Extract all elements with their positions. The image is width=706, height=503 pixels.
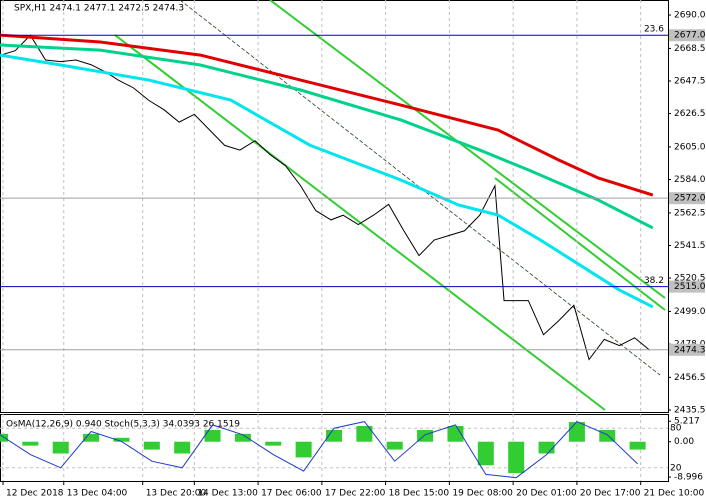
- osma-bar: [295, 441, 312, 458]
- x-tick-label: 13 Dec 04:00: [67, 489, 128, 499]
- fib-label: 38.2: [644, 276, 664, 286]
- main-frame: [0, 0, 669, 413]
- level-label-box: [669, 343, 705, 356]
- y-tick-label: 2499.0: [674, 307, 706, 317]
- y-tick-label: 2605.0: [674, 142, 706, 152]
- channel-line: [494, 177, 666, 311]
- level-label: 2474.3: [674, 345, 706, 355]
- osma-bar: [143, 441, 160, 450]
- indicator-frame: [0, 414, 669, 482]
- level-label: 2572.0: [674, 194, 706, 204]
- level-label-box: [669, 29, 705, 42]
- osma-bar: [113, 437, 130, 442]
- osma-bar: [417, 429, 434, 442]
- x-tick-label: 18 Dec 15:00: [389, 489, 450, 499]
- osma-bar: [52, 441, 69, 454]
- y-tick-label: 2541.5: [674, 241, 706, 251]
- osma-bar: [477, 441, 494, 466]
- fib-label: 23.6: [644, 25, 664, 35]
- x-tick-label: 20 Dec 01:00: [516, 489, 577, 499]
- x-tick-label: 17 Dec 22:00: [325, 489, 386, 499]
- x-tick-label: 17 Dec 06:00: [261, 489, 322, 499]
- y-tick-label: 2647.5: [674, 77, 706, 87]
- x-tick-label: 21 Dec 10:00: [644, 489, 705, 499]
- y-tick-label: 2626.5: [674, 109, 706, 119]
- osma-bar: [234, 433, 251, 442]
- osma-bar: [599, 429, 616, 442]
- y-tick-label: 2690.0: [674, 11, 706, 21]
- channel-line: [269, 0, 666, 299]
- level-label-box: [669, 280, 705, 293]
- y-tick-label: 2584.0: [674, 175, 706, 185]
- x-tick-label: 19 Dec 08:00: [452, 489, 513, 499]
- level-label-box: [669, 192, 705, 205]
- y-tick-label: 2435.5: [674, 405, 706, 415]
- y-tick-label: 2456.5: [674, 373, 706, 383]
- indicator-tick-label: 5.217: [674, 417, 700, 427]
- channel-line: [114, 34, 606, 411]
- osma-bar: [174, 441, 191, 454]
- x-tick-label: 20 Dec 17:00: [580, 489, 641, 499]
- stoch-tick-label: 20: [670, 463, 682, 473]
- osma-bar: [508, 441, 525, 474]
- indicator-tick-label: -8.996: [674, 473, 703, 483]
- osma-bar: [386, 441, 403, 450]
- stoch-tick-label: 80: [670, 424, 682, 434]
- osma-bar: [629, 441, 646, 450]
- level-label: 2515.0: [674, 282, 706, 292]
- moving-average: [0, 33, 654, 197]
- trend-line: [179, 0, 661, 376]
- osma-bar: [356, 426, 373, 442]
- moving-average: [0, 53, 654, 309]
- indicator-tick-label: 0.00: [674, 437, 694, 447]
- y-tick-label: 2520.5: [674, 274, 706, 284]
- price-line: [0, 34, 651, 361]
- osma-bar: [265, 441, 282, 446]
- indicator-title: OsMA(12,26,9) 0.940 Stoch(5,3,3) 34.0393…: [6, 420, 240, 430]
- level-label: 2677.0: [674, 31, 706, 41]
- y-tick-label: 2562.5: [674, 208, 706, 218]
- x-tick-label: 12 Dec 2018: [6, 489, 64, 499]
- osma-bar: [204, 429, 221, 442]
- chart-title: SPX,H1 2474.1 2477.1 2472.5 2474.3: [14, 4, 184, 14]
- x-tick-label: 14 Dec 13:00: [197, 489, 258, 499]
- osma-bar: [22, 441, 39, 446]
- osma-bar: [568, 422, 585, 442]
- y-tick-label: 2668.5: [674, 44, 706, 54]
- osma-bar: [538, 441, 555, 454]
- stoch-line: [0, 420, 638, 479]
- osma-bar: [447, 426, 464, 442]
- x-tick-label: 13 Dec 20:00: [146, 489, 207, 499]
- channels: [114, 0, 666, 411]
- moving-average: [0, 43, 654, 230]
- osma-bar: [326, 429, 342, 442]
- osma-bar: [83, 433, 100, 442]
